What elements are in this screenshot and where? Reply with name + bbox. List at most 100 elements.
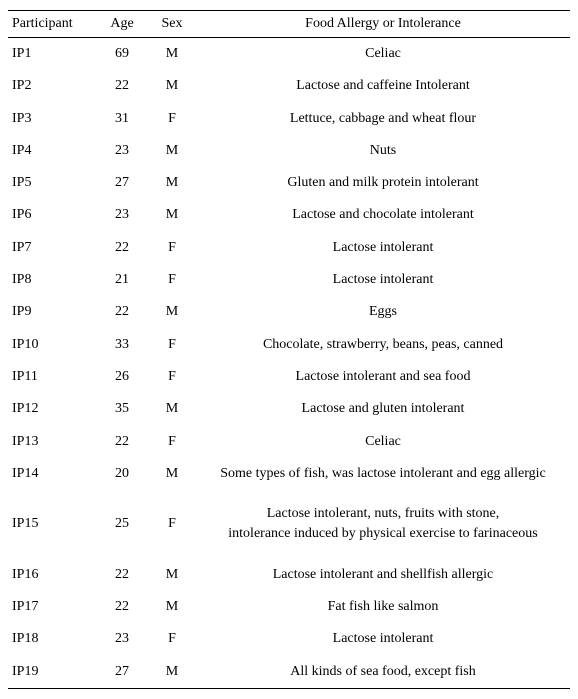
cell-age: 31 <box>96 103 148 135</box>
cell-allergy: Lactose and chocolate intolerant <box>196 199 570 231</box>
cell-participant: IP8 <box>8 264 96 296</box>
cell-sex: F <box>148 426 196 458</box>
cell-allergy: Lactose intolerant, nuts, fruits with st… <box>196 490 570 559</box>
cell-participant: IP15 <box>8 490 96 559</box>
cell-participant: IP18 <box>8 623 96 655</box>
table-row: IP722FLactose intolerant <box>8 232 570 264</box>
cell-participant: IP1 <box>8 38 96 71</box>
cell-allergy: Lactose and gluten intolerant <box>196 393 570 425</box>
cell-allergy: Lactose intolerant and shellfish allergi… <box>196 559 570 591</box>
cell-participant: IP16 <box>8 559 96 591</box>
cell-allergy: Chocolate, strawberry, beans, peas, cann… <box>196 329 570 361</box>
cell-allergy: Lactose intolerant <box>196 623 570 655</box>
cell-sex: M <box>148 559 196 591</box>
table-row: IP423MNuts <box>8 135 570 167</box>
cell-participant: IP7 <box>8 232 96 264</box>
cell-allergy: Lactose intolerant <box>196 264 570 296</box>
cell-sex: F <box>148 623 196 655</box>
table-row: IP1126FLactose intolerant and sea food <box>8 361 570 393</box>
col-participant: Participant <box>8 11 96 38</box>
cell-age: 23 <box>96 135 148 167</box>
table-row: IP922MEggs <box>8 296 570 328</box>
cell-sex: F <box>148 329 196 361</box>
cell-allergy: Lactose intolerant <box>196 232 570 264</box>
table-row: IP222MLactose and caffeine Intolerant <box>8 70 570 102</box>
table-row: IP821FLactose intolerant <box>8 264 570 296</box>
table-row: IP1622MLactose intolerant and shellfish … <box>8 559 570 591</box>
cell-age: 22 <box>96 559 148 591</box>
table-row: IP1722MFat fish like salmon <box>8 591 570 623</box>
cell-allergy: Some types of fish, was lactose intolera… <box>196 458 570 490</box>
cell-allergy: Celiac <box>196 38 570 71</box>
cell-participant: IP3 <box>8 103 96 135</box>
table-row: IP331FLettuce, cabbage and wheat flour <box>8 103 570 135</box>
cell-allergy: Lactose and caffeine Intolerant <box>196 70 570 102</box>
table-header-row: Participant Age Sex Food Allergy or Into… <box>8 11 570 38</box>
cell-age: 27 <box>96 167 148 199</box>
cell-participant: IP17 <box>8 591 96 623</box>
cell-age: 20 <box>96 458 148 490</box>
cell-participant: IP4 <box>8 135 96 167</box>
cell-sex: M <box>148 591 196 623</box>
cell-age: 22 <box>96 232 148 264</box>
cell-sex: M <box>148 135 196 167</box>
cell-participant: IP5 <box>8 167 96 199</box>
cell-sex: M <box>148 199 196 231</box>
cell-age: 27 <box>96 656 148 689</box>
cell-sex: M <box>148 393 196 425</box>
cell-age: 23 <box>96 623 148 655</box>
cell-age: 22 <box>96 591 148 623</box>
cell-sex: F <box>148 361 196 393</box>
cell-age: 22 <box>96 426 148 458</box>
cell-participant: IP13 <box>8 426 96 458</box>
cell-age: 35 <box>96 393 148 425</box>
cell-participant: IP10 <box>8 329 96 361</box>
col-age: Age <box>96 11 148 38</box>
cell-allergy: Celiac <box>196 426 570 458</box>
cell-allergy: All kinds of sea food, except fish <box>196 656 570 689</box>
table-row: IP1823FLactose intolerant <box>8 623 570 655</box>
cell-participant: IP19 <box>8 656 96 689</box>
table-row: IP1420MSome types of fish, was lactose i… <box>8 458 570 490</box>
table-row: IP1927MAll kinds of sea food, except fis… <box>8 656 570 689</box>
table-row: IP527MGluten and milk protein intolerant <box>8 167 570 199</box>
table-row: IP1322FCeliac <box>8 426 570 458</box>
cell-allergy: Gluten and milk protein intolerant <box>196 167 570 199</box>
table-row: IP1525FLactose intolerant, nuts, fruits … <box>8 490 570 559</box>
cell-age: 26 <box>96 361 148 393</box>
table-row: IP1235MLactose and gluten intolerant <box>8 393 570 425</box>
table-row: IP1033FChocolate, strawberry, beans, pea… <box>8 329 570 361</box>
cell-sex: M <box>148 656 196 689</box>
cell-participant: IP6 <box>8 199 96 231</box>
cell-sex: M <box>148 458 196 490</box>
cell-age: 33 <box>96 329 148 361</box>
cell-age: 25 <box>96 490 148 559</box>
cell-age: 22 <box>96 296 148 328</box>
cell-participant: IP11 <box>8 361 96 393</box>
cell-sex: M <box>148 70 196 102</box>
cell-sex: M <box>148 167 196 199</box>
cell-age: 22 <box>96 70 148 102</box>
cell-age: 23 <box>96 199 148 231</box>
cell-age: 21 <box>96 264 148 296</box>
col-sex: Sex <box>148 11 196 38</box>
cell-sex: M <box>148 296 196 328</box>
table-row: IP623MLactose and chocolate intolerant <box>8 199 570 231</box>
cell-allergy: Nuts <box>196 135 570 167</box>
cell-participant: IP2 <box>8 70 96 102</box>
cell-sex: F <box>148 103 196 135</box>
cell-participant: IP12 <box>8 393 96 425</box>
cell-allergy: Lettuce, cabbage and wheat flour <box>196 103 570 135</box>
cell-age: 69 <box>96 38 148 71</box>
cell-sex: F <box>148 490 196 559</box>
cell-participant: IP9 <box>8 296 96 328</box>
cell-sex: M <box>148 38 196 71</box>
cell-participant: IP14 <box>8 458 96 490</box>
cell-allergy: Lactose intolerant and sea food <box>196 361 570 393</box>
cell-allergy: Eggs <box>196 296 570 328</box>
cell-allergy: Fat fish like salmon <box>196 591 570 623</box>
participants-table: Participant Age Sex Food Allergy or Into… <box>8 10 570 689</box>
cell-sex: F <box>148 232 196 264</box>
table-row: IP169MCeliac <box>8 38 570 71</box>
cell-sex: F <box>148 264 196 296</box>
